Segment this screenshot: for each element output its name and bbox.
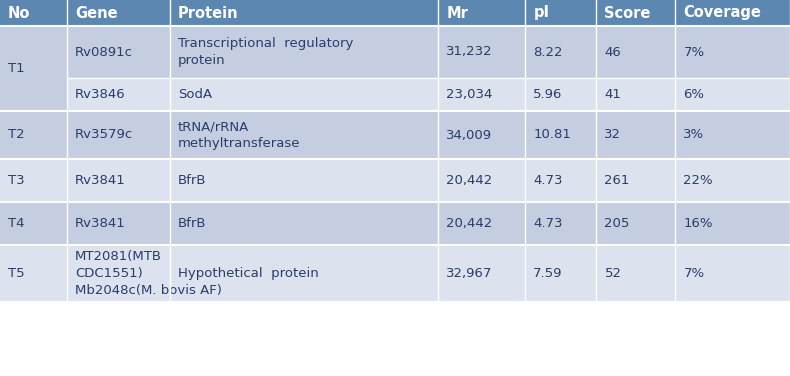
Bar — [0, 202, 67, 245]
Text: 16%: 16% — [683, 217, 713, 230]
Bar — [675, 202, 790, 245]
Bar — [438, 202, 525, 245]
Text: No: No — [8, 6, 30, 21]
Bar — [525, 78, 596, 111]
Text: T2: T2 — [8, 129, 24, 141]
Text: 4.73: 4.73 — [533, 174, 562, 187]
Bar — [525, 245, 596, 302]
Bar — [675, 111, 790, 159]
Text: SodA: SodA — [178, 88, 212, 101]
Bar — [675, 26, 790, 78]
Bar — [67, 245, 170, 302]
Bar — [438, 111, 525, 159]
Text: 20,442: 20,442 — [446, 217, 493, 230]
Text: 4.73: 4.73 — [533, 217, 562, 230]
Text: 205: 205 — [604, 217, 630, 230]
Bar — [67, 0, 170, 26]
Text: Score: Score — [604, 6, 651, 21]
Text: 7%: 7% — [683, 45, 705, 59]
Bar — [438, 245, 525, 302]
Text: Rv0891c: Rv0891c — [75, 45, 134, 59]
Bar — [596, 159, 675, 202]
Text: 34,009: 34,009 — [446, 129, 493, 141]
Text: 31,232: 31,232 — [446, 45, 493, 59]
Text: pI: pI — [533, 6, 549, 21]
Text: Rv3579c: Rv3579c — [75, 129, 134, 141]
Bar — [596, 245, 675, 302]
Bar — [0, 26, 67, 111]
Bar — [0, 0, 67, 26]
Bar — [525, 202, 596, 245]
Text: 5.96: 5.96 — [533, 88, 562, 101]
Bar — [0, 159, 67, 202]
Text: T3: T3 — [8, 174, 24, 187]
Text: T1: T1 — [8, 62, 24, 75]
Text: 32: 32 — [604, 129, 622, 141]
Text: Protein: Protein — [178, 6, 239, 21]
Bar — [438, 159, 525, 202]
Text: Rv3846: Rv3846 — [75, 88, 126, 101]
Bar — [0, 245, 67, 302]
Text: tRNA/rRNA
methyltransferase: tRNA/rRNA methyltransferase — [178, 120, 300, 150]
Bar — [67, 111, 170, 159]
Bar — [525, 0, 596, 26]
Bar — [596, 0, 675, 26]
Bar — [170, 78, 438, 111]
Text: T5: T5 — [8, 267, 24, 280]
Text: MT2081(MTB
CDC1551)
Mb2048c(M. bovis AF): MT2081(MTB CDC1551) Mb2048c(M. bovis AF) — [75, 250, 222, 297]
Text: 10.81: 10.81 — [533, 129, 571, 141]
Text: Gene: Gene — [75, 6, 118, 21]
Text: 3%: 3% — [683, 129, 705, 141]
Text: 41: 41 — [604, 88, 621, 101]
Text: 8.22: 8.22 — [533, 45, 562, 59]
Text: 6%: 6% — [683, 88, 705, 101]
Text: Hypothetical  protein: Hypothetical protein — [178, 267, 318, 280]
Text: 46: 46 — [604, 45, 621, 59]
Bar — [170, 159, 438, 202]
Bar — [675, 159, 790, 202]
Bar — [170, 245, 438, 302]
Bar — [170, 111, 438, 159]
Bar — [596, 111, 675, 159]
Bar — [438, 26, 525, 78]
Bar — [170, 202, 438, 245]
Text: 32,967: 32,967 — [446, 267, 493, 280]
Text: 7%: 7% — [683, 267, 705, 280]
Bar — [596, 26, 675, 78]
Bar — [170, 26, 438, 78]
Text: Rv3841: Rv3841 — [75, 174, 126, 187]
Text: Rv3841: Rv3841 — [75, 217, 126, 230]
Bar — [525, 159, 596, 202]
Text: Transcriptional  regulatory
protein: Transcriptional regulatory protein — [178, 37, 353, 67]
Bar — [675, 0, 790, 26]
Text: 23,034: 23,034 — [446, 88, 493, 101]
Bar — [525, 111, 596, 159]
Bar — [675, 78, 790, 111]
Bar — [525, 26, 596, 78]
Text: 52: 52 — [604, 267, 622, 280]
Text: 22%: 22% — [683, 174, 713, 187]
Bar — [596, 202, 675, 245]
Bar — [67, 159, 170, 202]
Text: Coverage: Coverage — [683, 6, 762, 21]
Bar — [67, 202, 170, 245]
Text: 7.59: 7.59 — [533, 267, 562, 280]
Bar — [170, 0, 438, 26]
Bar — [596, 78, 675, 111]
Bar — [438, 0, 525, 26]
Text: 20,442: 20,442 — [446, 174, 493, 187]
Bar — [438, 78, 525, 111]
Bar — [67, 26, 170, 78]
Text: 261: 261 — [604, 174, 630, 187]
Bar — [67, 78, 170, 111]
Text: Mr: Mr — [446, 6, 468, 21]
Bar — [0, 111, 67, 159]
Text: BfrB: BfrB — [178, 217, 206, 230]
Text: BfrB: BfrB — [178, 174, 206, 187]
Bar — [675, 245, 790, 302]
Text: T4: T4 — [8, 217, 24, 230]
